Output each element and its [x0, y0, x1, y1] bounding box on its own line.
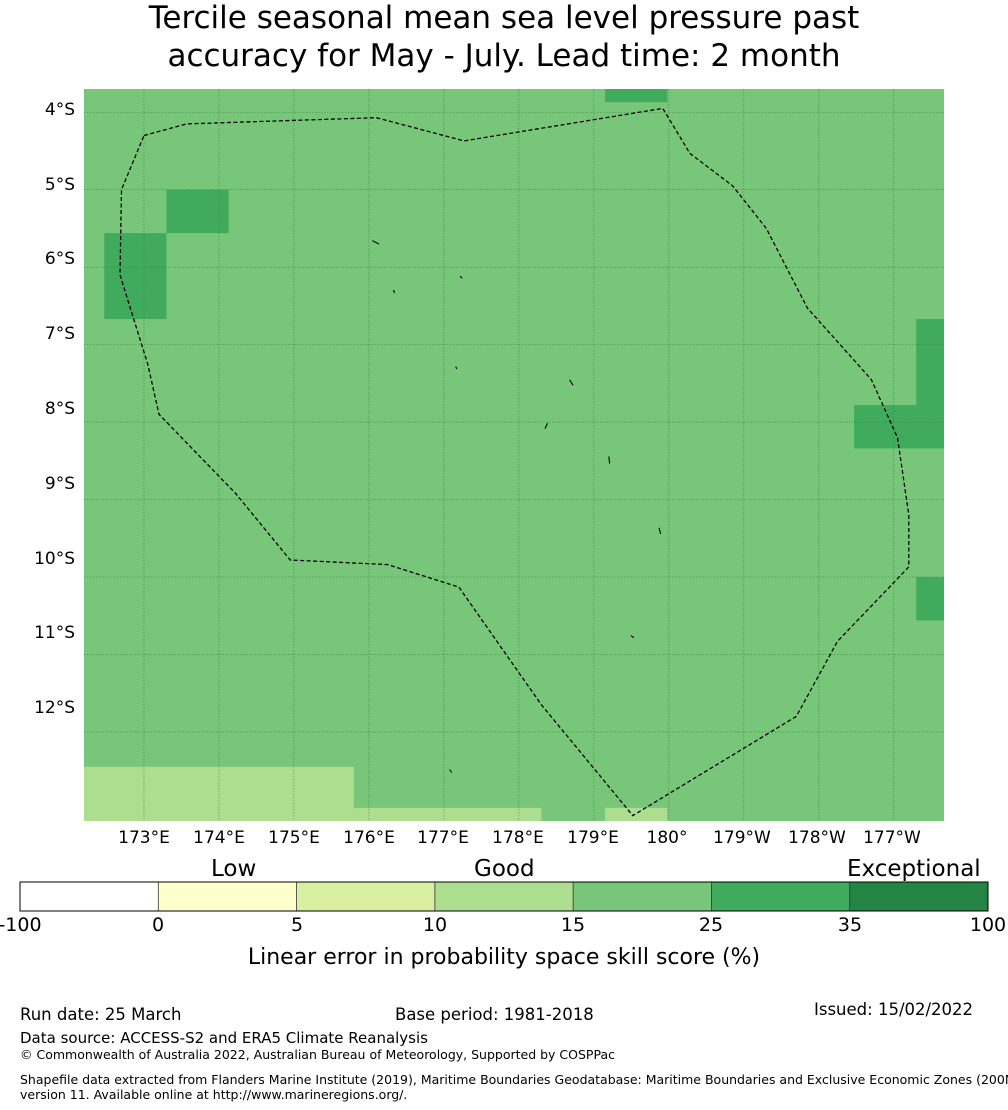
grid-cell-10-15	[84, 766, 354, 821]
colorbar-tick-label: 15	[560, 914, 586, 936]
lon-tick-label: 173°E	[118, 828, 170, 848]
grid-cell-25-35	[854, 405, 944, 449]
eez-boundary	[119, 107, 910, 817]
colorbar-tick-label: 100	[969, 914, 1007, 936]
issued-date: Issued: 15/02/2022	[814, 1000, 974, 1019]
grid-cell-25-35	[605, 89, 668, 103]
lon-tick-label: 174°E	[193, 828, 245, 848]
chart-title-line-1: Tercile seasonal mean sea level pressure…	[148, 0, 860, 36]
colorbar-tick-label: 0	[151, 914, 165, 936]
colorbar-segment	[573, 882, 712, 911]
lon-tick-label: 179°W	[713, 828, 771, 848]
run-date: Run date: 25 March	[20, 1005, 182, 1024]
grid-cell-10-15	[605, 807, 668, 821]
grid-cell-25-35	[916, 319, 944, 406]
chart-title-line-2: accuracy for May - July. Lead time: 2 mo…	[167, 38, 841, 74]
island-coastline	[658, 527, 662, 535]
grid-cell-25-35	[166, 189, 229, 234]
colorbar-tick-label: 25	[698, 914, 724, 936]
base-period: Base period: 1981-2018	[395, 1005, 594, 1024]
lon-tick-label: 179°E	[567, 828, 619, 848]
lat-tick-label: 11°S	[34, 623, 75, 643]
colorbar-label: Linear error in probability space skill …	[247, 945, 761, 970]
island-coastline	[544, 423, 548, 429]
lon-tick-label: 175°E	[268, 828, 320, 848]
grid-cell-25-35	[916, 577, 944, 621]
island-coastline	[608, 456, 611, 464]
colorbar-segment	[711, 882, 850, 911]
copyright-notice: © Commonwealth of Australia 2022, Austra…	[20, 1047, 615, 1062]
colorbar-tick-label: 5	[290, 914, 304, 936]
lat-tick-label: 12°S	[34, 698, 75, 718]
island-coastline	[393, 289, 395, 294]
colorbar-category-exceptional: Exceptional	[847, 856, 981, 882]
island-coastline	[372, 240, 380, 245]
lat-tick-label: 9°S	[44, 474, 75, 494]
lat-tick-label: 5°S	[44, 175, 75, 195]
grid-cell-25-35	[104, 233, 167, 320]
shapefile-credit: version 11. Available online at http://w…	[20, 1087, 408, 1102]
island-coastline	[459, 275, 463, 279]
lat-tick-label: 8°S	[44, 399, 75, 419]
lat-tick-label: 4°S	[44, 100, 75, 120]
colorbar-segment	[20, 882, 159, 911]
island-coastline	[569, 379, 574, 386]
lon-tick-label: 178°W	[788, 828, 846, 848]
colorbar-tick-label: 35	[837, 914, 863, 936]
colorbar-segment	[296, 882, 435, 911]
colorbar-tick-label: -100	[0, 914, 42, 936]
colorbar-category-low: Low	[211, 856, 257, 882]
shapefile-credit: Shapefile data extracted from Flanders M…	[20, 1072, 1008, 1087]
lon-tick-label: 177°W	[863, 828, 921, 848]
colorbar-frame	[19, 881, 989, 912]
lat-tick-label: 7°S	[44, 324, 75, 344]
lon-tick-label: 176°E	[343, 828, 395, 848]
lon-tick-label: 180°	[646, 828, 688, 848]
island-coastline	[449, 769, 452, 773]
data-source: Data source: ACCESS-S2 and ERA5 Climate …	[20, 1029, 428, 1047]
lat-tick-label: 6°S	[44, 249, 75, 269]
lon-tick-label: 178°E	[492, 828, 544, 848]
grid-cell-10-15	[353, 807, 542, 821]
island-coastline	[455, 366, 458, 370]
colorbar-segment	[434, 882, 574, 911]
lat-tick-label: 10°S	[34, 549, 75, 569]
lon-tick-label: 177°E	[417, 828, 469, 848]
colorbar-category-good: Good	[474, 856, 535, 882]
colorbar-segment	[158, 882, 297, 911]
colorbar-tick-label: 10	[422, 914, 448, 936]
colorbar-segment	[849, 882, 988, 911]
island-coastline	[630, 635, 635, 638]
